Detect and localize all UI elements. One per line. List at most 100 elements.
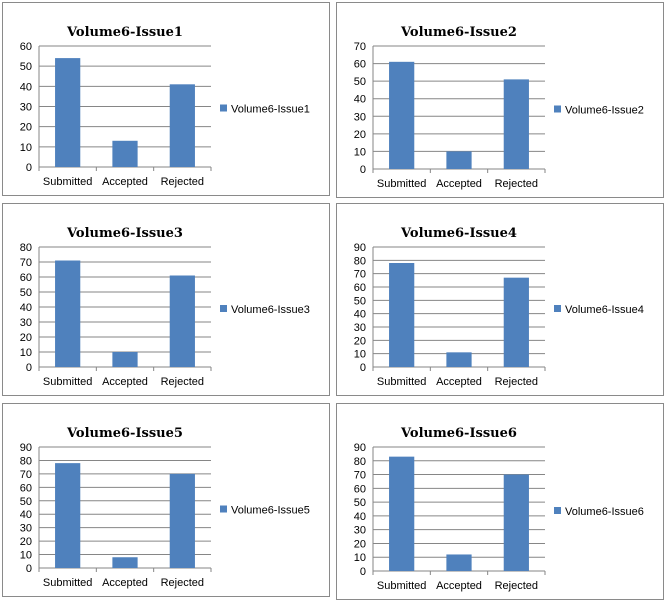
bar-chart: Volume6-Issue1 0 10 20 30 40 50 60 Submitted Acce…: [20, 25, 310, 188]
x-tick-label: Submitted: [43, 176, 93, 188]
x-tick-label: Accepted: [102, 176, 148, 188]
y-tick-label: 90: [20, 442, 32, 454]
chart-panel-issue6: Volume6-Issue6 0 10 20 30 40 50 60 70 80 90 Submitt…: [336, 403, 664, 600]
x-tick-label: Accepted: [436, 580, 482, 592]
y-tick-label: 50: [20, 287, 32, 299]
y-tick-label: 60: [354, 282, 366, 294]
bar-rejected: [169, 275, 195, 367]
x-tick-label: Rejected: [495, 178, 538, 190]
y-tick-label: 30: [20, 317, 32, 329]
y-tick-label: 70: [354, 470, 366, 482]
chart-title: Volume6-Issue1: [66, 25, 183, 40]
y-tick-label: 10: [20, 142, 32, 154]
y-tick-label: 60: [354, 483, 366, 495]
x-tick-label: Rejected: [495, 580, 538, 592]
y-tick-label: 50: [20, 61, 32, 73]
bar-accepted: [112, 352, 138, 367]
chart-panel-issue3: Volume6-Issue3 0 10 20 30 40 50 60 70 80 Submitted…: [2, 203, 330, 396]
legend-label: Volume6-Issue3: [231, 304, 310, 316]
y-tick-label: 40: [20, 302, 32, 314]
y-tick-label: 30: [354, 322, 366, 334]
y-tick-label: 40: [20, 509, 32, 521]
x-tick-label: Accepted: [102, 577, 148, 589]
y-tick-label: 30: [354, 525, 366, 537]
legend-swatch: [220, 104, 227, 112]
bar-chart: Volume6-Issue3 0 10 20 30 40 50 60 70 80 Submitted…: [20, 226, 310, 388]
chart-panel-issue4: Volume6-Issue4 0 10 20 30 40 50 60 70 80 90 Submitt…: [336, 203, 664, 396]
y-tick-label: 80: [20, 242, 32, 254]
y-tick-label: 20: [354, 129, 366, 141]
x-tick-label: Submitted: [43, 577, 93, 589]
x-tick-label: Accepted: [436, 178, 482, 190]
y-tick-label: 70: [354, 269, 366, 281]
y-tick-label: 0: [360, 164, 366, 176]
y-tick-label: 0: [26, 362, 32, 374]
chart-panel-issue5: Volume6-Issue5 0 10 20 30 40 50 60 70 80 90 Submitt…: [2, 403, 330, 597]
x-tick-label: Rejected: [495, 376, 538, 388]
x-tick-label: Submitted: [377, 376, 427, 388]
bar-submitted: [55, 260, 81, 367]
chart-title: Volume6-Issue5: [66, 426, 183, 441]
legend-label: Volume6-Issue4: [565, 304, 644, 316]
bar-rejected: [503, 474, 529, 571]
chart-panel-issue2: Volume6-Issue2 0 10 20 30 40 50 60 70 Submitted Ac…: [336, 2, 664, 198]
x-tick-label: Accepted: [436, 376, 482, 388]
bar-rejected: [169, 473, 195, 568]
y-tick-label: 90: [354, 242, 366, 254]
y-tick-label: 50: [354, 295, 366, 307]
y-tick-label: 20: [20, 536, 32, 548]
y-tick-label: 40: [354, 94, 366, 106]
y-tick-label: 0: [360, 566, 366, 578]
bar-rejected: [503, 277, 529, 367]
y-tick-label: 40: [354, 511, 366, 523]
y-tick-label: 20: [20, 122, 32, 134]
chart-title: Volume6-Issue3: [66, 226, 183, 241]
legend-swatch: [554, 305, 561, 312]
bar-submitted: [55, 463, 81, 568]
chart-title: Volume6-Issue2: [400, 25, 517, 40]
y-tick-label: 90: [354, 442, 366, 454]
y-tick-label: 40: [354, 309, 366, 321]
x-tick-label: Rejected: [161, 176, 204, 188]
legend-label: Volume6-Issue5: [231, 505, 310, 517]
bar-accepted: [446, 151, 472, 169]
x-tick-label: Submitted: [377, 178, 427, 190]
bar-rejected: [503, 79, 529, 169]
y-tick-label: 60: [20, 41, 32, 53]
y-tick-label: 0: [26, 162, 32, 174]
y-tick-label: 30: [20, 102, 32, 114]
y-tick-label: 30: [20, 523, 32, 535]
y-tick-label: 0: [26, 563, 32, 575]
y-tick-label: 0: [360, 362, 366, 374]
y-tick-label: 60: [20, 272, 32, 284]
y-tick-label: 80: [20, 455, 32, 467]
x-tick-label: Submitted: [377, 580, 427, 592]
y-tick-label: 20: [20, 332, 32, 344]
x-tick-label: Rejected: [161, 376, 204, 388]
bar-submitted: [389, 61, 415, 169]
bar-submitted: [389, 263, 415, 367]
x-tick-label: Rejected: [161, 577, 204, 589]
bar-chart: Volume6-Issue60102030405060708090Submitt…: [354, 426, 644, 592]
y-tick-label: 10: [354, 552, 366, 564]
legend-swatch: [220, 505, 227, 513]
bar-accepted: [112, 557, 138, 568]
legend-label: Volume6-Issue6: [565, 506, 644, 518]
bar-rejected: [169, 84, 195, 167]
legend-label: Volume6-Issue2: [565, 105, 644, 117]
bar-accepted: [446, 554, 472, 571]
x-tick-label: Submitted: [43, 376, 93, 388]
y-tick-label: 10: [354, 349, 366, 361]
legend-swatch: [554, 507, 561, 514]
y-tick-label: 70: [20, 257, 32, 269]
chart-panel-issue1: Volume6-Issue1 0 10 20 30 40 50 60 Submitted Acce…: [2, 2, 330, 196]
y-tick-label: 80: [354, 255, 366, 267]
y-tick-label: 60: [354, 59, 366, 71]
y-tick-label: 50: [20, 496, 32, 508]
legend-label: Volume6-Issue1: [231, 104, 310, 116]
y-tick-label: 80: [354, 456, 366, 468]
y-tick-label: 70: [20, 469, 32, 481]
y-tick-label: 20: [354, 538, 366, 550]
y-tick-label: 30: [354, 111, 366, 123]
